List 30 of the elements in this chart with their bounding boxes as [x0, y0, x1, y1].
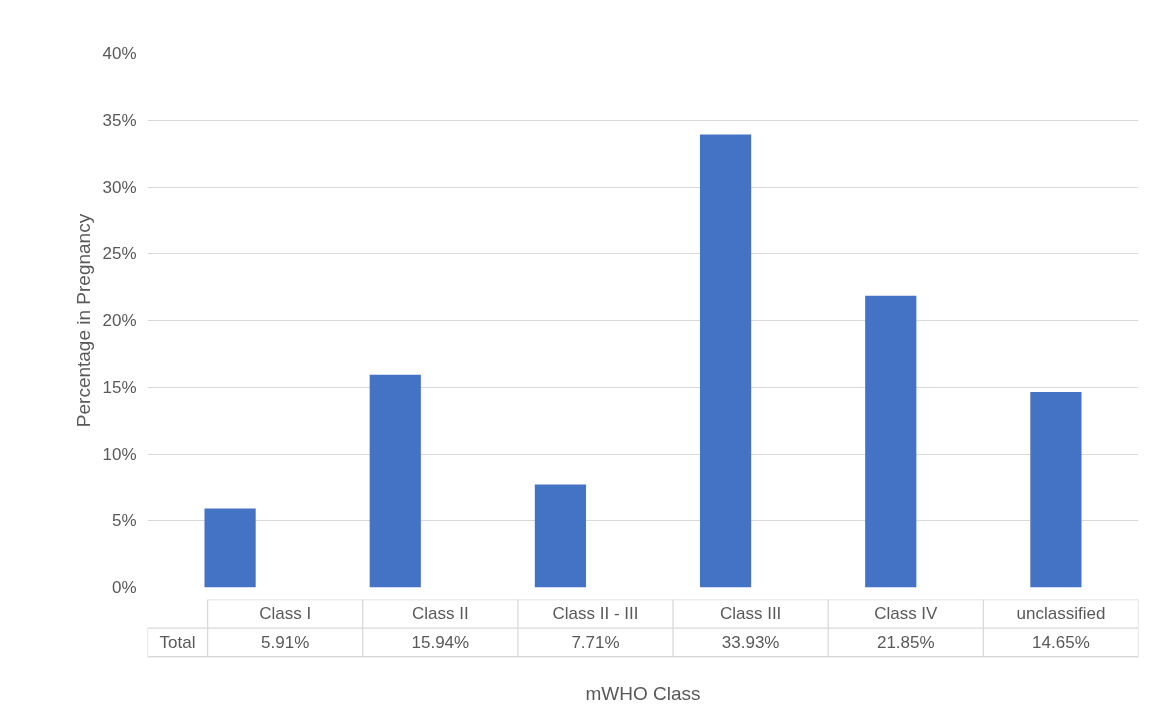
bar — [1030, 391, 1082, 588]
bar — [534, 484, 587, 588]
x-tick-label: Class II - III — [552, 604, 639, 624]
data-label: 21.85% — [876, 632, 935, 652]
x-tick-label: Class II — [412, 604, 469, 624]
data-label: 33.93% — [721, 632, 780, 652]
x-axis-title: mWHO Class — [585, 682, 701, 704]
x-tick-label: Class IV — [874, 604, 939, 624]
text: Total — [159, 632, 196, 652]
y-tick-label: 0% — [111, 578, 137, 597]
bar — [699, 134, 752, 588]
data-label: 15.94% — [411, 632, 470, 652]
y-tick-label: 5% — [111, 511, 137, 531]
x-tick-label: unclassified — [1016, 604, 1106, 624]
y-tick-label: 40% — [102, 44, 137, 63]
y-tick-label: 35% — [102, 110, 137, 130]
y-tick-label: 20% — [102, 311, 137, 330]
y-tick-label: 30% — [102, 177, 137, 197]
bar — [204, 508, 256, 588]
data-label: 5.91% — [261, 632, 310, 652]
y-tick-label: 10% — [102, 444, 137, 464]
bar — [865, 295, 917, 588]
data-label: 14.65% — [1032, 632, 1090, 652]
y-axis-title: Percentage in Pregnancy — [73, 213, 95, 428]
data-label: 7.71% — [571, 632, 620, 652]
y-tick-label: 25% — [102, 244, 137, 264]
x-tick-label: Class I — [259, 604, 312, 624]
y-tick-label: 15% — [102, 377, 137, 397]
bar — [369, 374, 421, 588]
x-tick-label: Class III — [719, 604, 782, 624]
